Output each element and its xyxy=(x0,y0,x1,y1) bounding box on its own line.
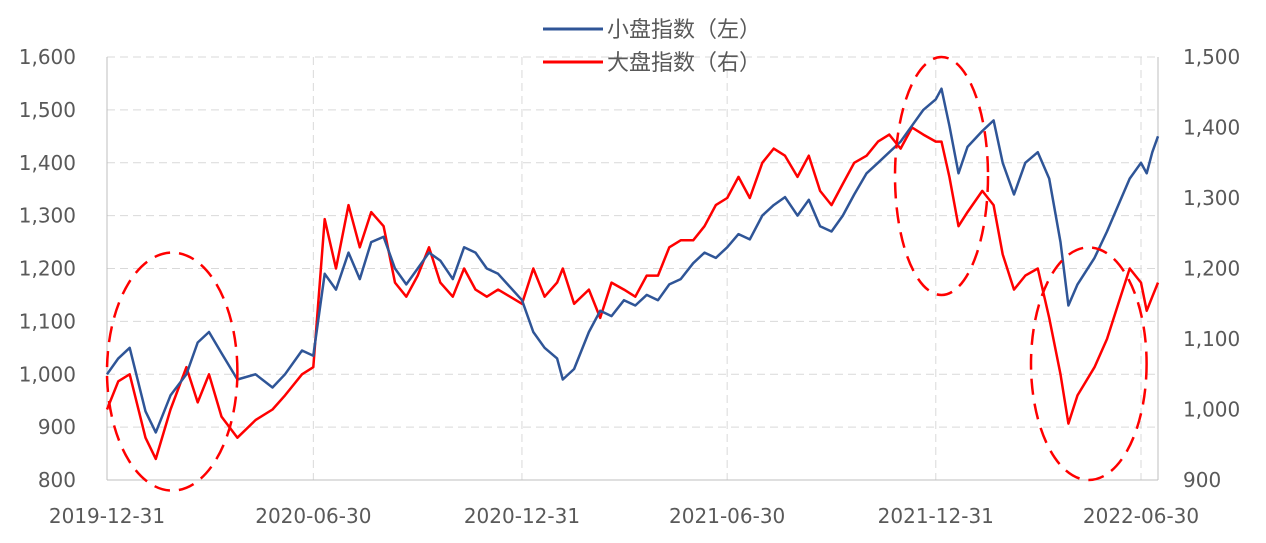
y-left-tick-label: 1,300 xyxy=(19,204,76,228)
legend-label-large-cap: 大盘指数（右） xyxy=(607,51,761,76)
series-line-small-cap xyxy=(105,87,1160,434)
y-left-tick-label: 1,000 xyxy=(19,362,76,386)
y-right-tick-label: 1,500 xyxy=(1183,45,1240,69)
y-left-tick-label: 800 xyxy=(38,468,76,492)
series-lines xyxy=(105,87,1160,461)
y-right-tick-label: 900 xyxy=(1183,468,1221,492)
x-tick-label: 2019-12-31 xyxy=(49,504,165,528)
y-right-tick-label: 1,000 xyxy=(1183,398,1240,422)
y-left-tick-label: 900 xyxy=(38,415,76,439)
y-right-tick-label: 1,300 xyxy=(1183,186,1240,210)
gridlines xyxy=(106,56,1158,480)
axes: 800 900 1,000 1,100 1,200 1,300 1,400 1,500 1,60… xyxy=(19,45,1241,528)
x-tick-label: 2020-12-31 xyxy=(464,504,580,528)
series-line-large-cap xyxy=(105,126,1160,461)
x-tick-label: 2020-06-30 xyxy=(255,504,371,528)
y-left-tick-label: 1,200 xyxy=(19,257,76,281)
annotation-ellipses xyxy=(105,55,1148,492)
y-right-tick-label: 1,100 xyxy=(1183,327,1240,351)
y-right-tick-label: 1,400 xyxy=(1183,116,1240,140)
y-left-tick-label: 1,500 xyxy=(19,98,76,122)
annotation-ellipse-3 xyxy=(1029,246,1148,482)
y-right-tick-label: 1,200 xyxy=(1183,257,1240,281)
x-tick-label: 2021-06-30 xyxy=(669,504,785,528)
x-tick-label: 2022-06-30 xyxy=(1083,504,1199,528)
x-tick-label: 2021-12-31 xyxy=(878,504,994,528)
legend-label-small-cap: 小盘指数（左） xyxy=(607,18,761,43)
annotation-ellipse-2 xyxy=(893,55,990,297)
annotation-ellipse-1 xyxy=(105,251,239,492)
y-left-tick-label: 1,600 xyxy=(19,45,76,69)
y-left-tick-label: 1,100 xyxy=(19,309,76,333)
legend: 小盘指数（左） 大盘指数（右） xyxy=(543,18,761,76)
y-left-tick-label: 1,400 xyxy=(19,151,76,175)
